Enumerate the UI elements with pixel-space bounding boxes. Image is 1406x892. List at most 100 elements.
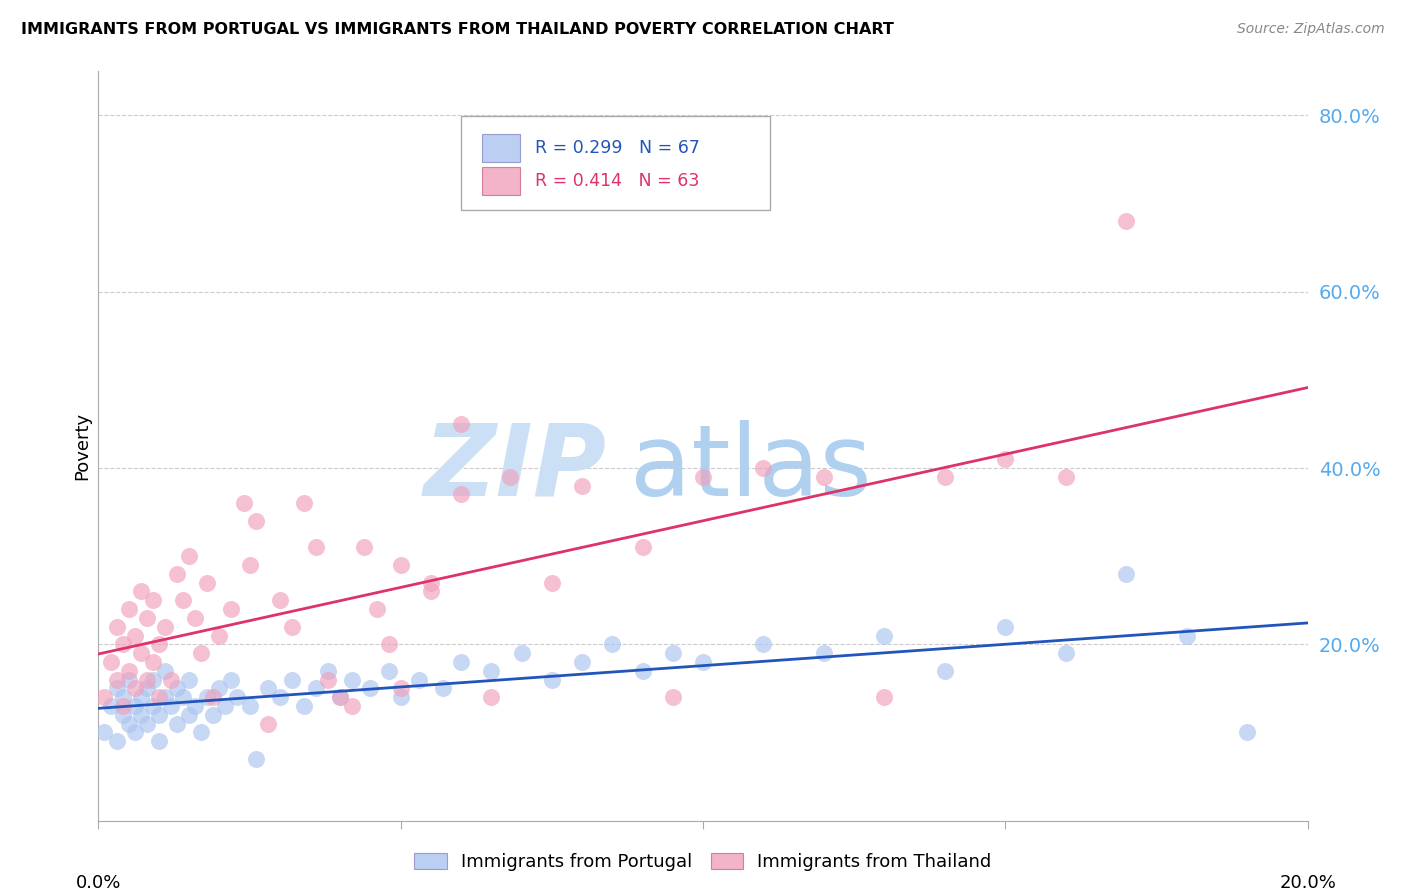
Point [571, 478, 593, 492]
Point [420, 575, 443, 590]
Point [208, 681, 231, 696]
Point [160, 699, 183, 714]
Point [100, 655, 122, 669]
Point [934, 664, 956, 678]
Point [1175, 628, 1198, 642]
Text: 0.0%: 0.0% [76, 873, 121, 891]
Point [105, 673, 128, 687]
Point [184, 611, 207, 625]
Point [190, 646, 212, 660]
Point [377, 637, 399, 651]
Point [148, 690, 170, 705]
Point [142, 655, 165, 669]
Point [142, 699, 165, 714]
Point [195, 575, 218, 590]
Point [105, 681, 128, 696]
Point [305, 681, 328, 696]
FancyBboxPatch shape [482, 167, 520, 195]
Point [353, 541, 375, 555]
Point [481, 664, 503, 678]
Point [129, 646, 152, 660]
Point [873, 690, 896, 705]
Point [281, 673, 304, 687]
Point [124, 699, 146, 714]
Point [256, 716, 278, 731]
Text: atlas: atlas [630, 420, 872, 517]
Point [450, 417, 472, 431]
Point [481, 690, 503, 705]
Point [245, 752, 267, 766]
Point [135, 611, 157, 625]
Point [148, 734, 170, 748]
Text: ZIP: ZIP [423, 420, 606, 517]
Point [172, 593, 194, 607]
Point [135, 681, 157, 696]
Text: Source: ZipAtlas.com: Source: ZipAtlas.com [1237, 22, 1385, 37]
Point [166, 566, 188, 581]
Point [111, 707, 134, 722]
Text: R = 0.414   N = 63: R = 0.414 N = 63 [534, 172, 699, 190]
Point [389, 558, 412, 572]
Point [329, 690, 352, 705]
Point [389, 681, 412, 696]
Point [432, 681, 454, 696]
Point [510, 646, 533, 660]
Point [118, 664, 141, 678]
Point [129, 690, 152, 705]
Point [377, 664, 399, 678]
Point [221, 602, 243, 616]
Point [148, 637, 170, 651]
Point [118, 602, 141, 616]
Point [408, 673, 430, 687]
Point [631, 664, 654, 678]
Point [934, 470, 956, 484]
Point [752, 461, 775, 475]
Point [316, 664, 339, 678]
Text: R = 0.299   N = 67: R = 0.299 N = 67 [534, 139, 700, 157]
Y-axis label: Poverty: Poverty [73, 412, 91, 480]
Point [105, 620, 128, 634]
Point [316, 673, 339, 687]
Point [342, 673, 364, 687]
Point [232, 496, 254, 510]
Point [1115, 214, 1137, 228]
Point [813, 646, 835, 660]
Point [269, 593, 291, 607]
Point [1236, 725, 1258, 739]
Point [269, 690, 291, 705]
Point [342, 699, 364, 714]
Point [661, 690, 683, 705]
Point [184, 699, 207, 714]
Point [124, 681, 146, 696]
Point [153, 690, 176, 705]
Point [994, 620, 1017, 634]
FancyBboxPatch shape [482, 134, 520, 162]
Point [129, 584, 152, 599]
Point [692, 655, 714, 669]
Point [226, 690, 249, 705]
Point [692, 470, 714, 484]
Point [179, 549, 201, 564]
Point [153, 620, 176, 634]
Point [129, 707, 152, 722]
Point [179, 707, 201, 722]
Point [208, 628, 231, 642]
Legend: Immigrants from Portugal, Immigrants from Thailand: Immigrants from Portugal, Immigrants fro… [408, 846, 998, 879]
Point [202, 690, 225, 705]
Point [602, 637, 624, 651]
Point [571, 655, 593, 669]
Point [111, 699, 134, 714]
Point [631, 541, 654, 555]
FancyBboxPatch shape [461, 116, 769, 210]
Point [994, 452, 1017, 467]
Point [389, 690, 412, 705]
Point [105, 734, 128, 748]
Text: IMMIGRANTS FROM PORTUGAL VS IMMIGRANTS FROM THAILAND POVERTY CORRELATION CHART: IMMIGRANTS FROM PORTUGAL VS IMMIGRANTS F… [21, 22, 894, 37]
Point [142, 593, 165, 607]
Point [292, 496, 315, 510]
Point [111, 690, 134, 705]
Point [360, 681, 382, 696]
Point [540, 575, 562, 590]
Point [100, 699, 122, 714]
Point [172, 690, 194, 705]
